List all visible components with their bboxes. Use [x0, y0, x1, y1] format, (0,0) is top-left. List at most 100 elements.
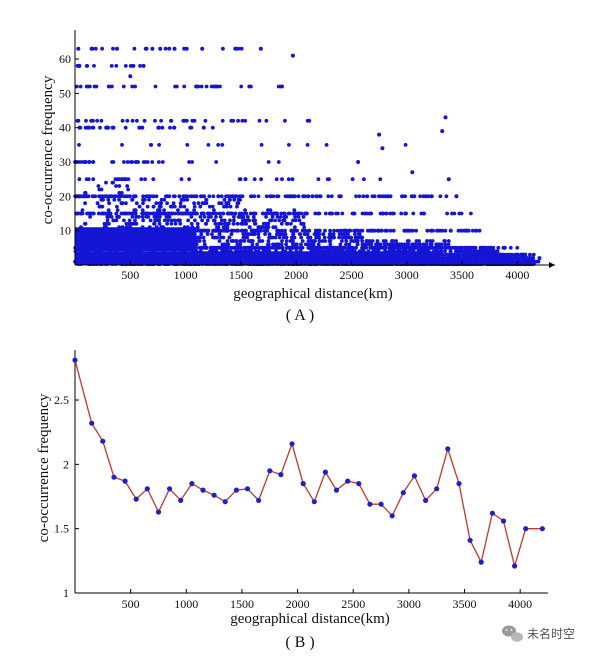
- scatter-point: [277, 218, 282, 223]
- scatter-point: [289, 235, 294, 240]
- scatter-point: [242, 239, 247, 243]
- scatter-point: [278, 215, 283, 219]
- scatter-point: [405, 242, 410, 247]
- scatter-point: [391, 228, 396, 233]
- scatter-point: [240, 118, 245, 123]
- panel-a-axes: [74, 30, 555, 268]
- scatter-point: [172, 218, 177, 223]
- scatter-point: [296, 215, 301, 219]
- scatter-point: [138, 64, 143, 68]
- scatter-point: [157, 143, 162, 147]
- scatter-point: [185, 211, 189, 216]
- scatter-point: [464, 256, 469, 260]
- scatter-point: [378, 211, 383, 216]
- scatter-point: [177, 194, 182, 199]
- scatter-point: [322, 235, 327, 240]
- scatter-point: [239, 46, 244, 51]
- scatter-point: [275, 228, 279, 233]
- scatter-point: [420, 245, 424, 250]
- scatter-point: [360, 245, 365, 250]
- series-point: [256, 497, 262, 503]
- scatter-point: [338, 242, 343, 247]
- scatter-point: [236, 245, 241, 250]
- scatter-point: [182, 84, 187, 89]
- scatter-point: [203, 221, 208, 226]
- scatter-point: [150, 46, 155, 51]
- scatter-point: [218, 215, 223, 219]
- scatter-point: [126, 177, 131, 182]
- scatter-point: [440, 129, 445, 134]
- scatter-point: [308, 235, 313, 240]
- scatter-point: [264, 215, 268, 219]
- scatter-point: [331, 232, 336, 237]
- scatter-point: [305, 232, 310, 237]
- series-point: [478, 559, 484, 565]
- scatter-point: [444, 194, 449, 199]
- scatter-point: [100, 46, 104, 51]
- scatter-point: [265, 211, 270, 216]
- scatter-point: [135, 160, 139, 164]
- scatter-point: [394, 239, 398, 243]
- scatter-point: [456, 228, 461, 233]
- series-point: [144, 486, 150, 492]
- scatter-point: [232, 218, 236, 223]
- scatter-point: [509, 252, 514, 257]
- scatter-point: [376, 245, 381, 250]
- scatter-point: [154, 201, 159, 206]
- scatter-point: [85, 211, 89, 216]
- scatter-point: [219, 201, 224, 206]
- scatter-point: [172, 125, 177, 130]
- scatter-point: [152, 221, 156, 226]
- scatter-point: [377, 132, 382, 137]
- panel-a-xlabel: geographical distance(km): [233, 286, 393, 302]
- scatter-point: [495, 249, 500, 254]
- scatter-point: [392, 211, 396, 216]
- series-line: [74, 359, 543, 569]
- scatter-point: [290, 177, 295, 182]
- scatter-point: [216, 225, 220, 230]
- scatter-point: [350, 177, 355, 182]
- scatter-point: [140, 208, 145, 213]
- scatter-point: [239, 239, 243, 243]
- scatter-point: [212, 245, 217, 250]
- scatter-point: [400, 194, 405, 199]
- scatter-point: [127, 221, 132, 226]
- scatter-point: [231, 239, 236, 243]
- scatter-point: [167, 194, 172, 199]
- panel-a-ticks: 500 1000 1500 2000 2500 3000 3500 4000102030405…: [59, 52, 529, 282]
- scatter-point: [266, 208, 270, 213]
- series-point: [511, 563, 518, 569]
- scatter-point: [344, 242, 348, 247]
- series-point: [178, 497, 184, 503]
- scatter-point: [410, 194, 415, 199]
- scatter-point: [224, 194, 228, 199]
- scatter-point: [99, 118, 104, 123]
- scatter-point: [310, 194, 315, 199]
- panel-b-xtick-label: 500: [122, 597, 140, 611]
- scatter-point: [133, 218, 137, 223]
- scatter-point: [186, 218, 191, 223]
- scatter-point: [115, 204, 119, 209]
- scatter-point: [228, 204, 233, 209]
- scatter-point: [185, 197, 190, 202]
- scatter-point: [363, 211, 367, 216]
- scatter-point: [244, 228, 248, 233]
- scatter-point: [244, 221, 249, 226]
- scatter-point: [77, 177, 82, 182]
- scatter-point: [217, 211, 222, 216]
- scatter-point: [74, 84, 79, 89]
- scatter-point: [449, 256, 454, 260]
- scatter-point: [120, 118, 125, 123]
- scatter-point: [372, 245, 377, 250]
- scatter-point: [330, 211, 334, 216]
- scatter-point: [77, 160, 82, 164]
- scatter-point: [463, 245, 467, 250]
- scatter-point: [130, 118, 135, 123]
- scatter-point: [131, 64, 136, 68]
- scatter-point: [293, 225, 297, 230]
- scatter-point: [163, 46, 168, 51]
- scatter-point: [493, 259, 498, 264]
- scatter-point: [273, 218, 277, 223]
- series-point: [289, 441, 295, 447]
- scatter-point: [193, 218, 197, 223]
